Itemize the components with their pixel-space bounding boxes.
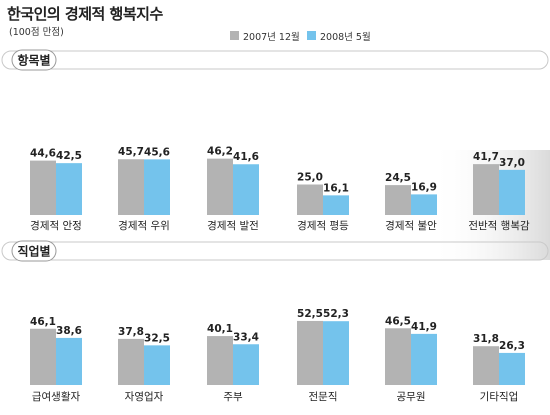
chart-subtitle: (100점 만점) [9, 26, 64, 38]
bar-2-3-series1 [207, 336, 233, 385]
data-label-2-5-series1: 46,5 [385, 315, 411, 327]
data-label-2-3-series2: 33,4 [233, 331, 259, 343]
section-divider-1 [1, 50, 549, 70]
section-label-box-1 [11, 49, 57, 71]
data-label-1-1-series2: 42,5 [56, 150, 82, 162]
section-label-box-2 [11, 240, 57, 262]
bar-2-5-series1 [385, 328, 411, 385]
legend-swatch-series1 [230, 31, 239, 40]
bar-2-4-series2 [323, 321, 349, 385]
data-label-2-4-series1: 52,5 [297, 308, 323, 320]
data-label-1-5-series1: 24,5 [385, 172, 411, 184]
section-divider-2 [1, 241, 549, 261]
data-label-2-4-series2: 52,3 [323, 308, 349, 320]
data-label-2-2-series2: 32,5 [144, 332, 170, 344]
data-label-1-2-series2: 45,6 [144, 146, 170, 158]
bar-2-4-series1 [297, 320, 323, 385]
data-label-2-6-series2: 26,3 [499, 340, 525, 352]
category-label-2-4: 전문직 [309, 391, 338, 403]
data-label-2-6-series1: 31,8 [473, 333, 499, 345]
bar-2-2-series1 [118, 338, 144, 385]
section-label-2: 직업별 [17, 244, 50, 259]
bar-1-6-series2 [499, 169, 525, 215]
legend-swatch-series2 [307, 31, 316, 40]
category-label-1-1: 경제적 안정 [30, 219, 82, 232]
bar-1-1-series2 [56, 163, 82, 215]
bar-1-1-series1 [30, 160, 56, 215]
bar-2-5-series2 [411, 333, 437, 385]
data-label-1-6-series2: 37,0 [499, 157, 525, 169]
data-label-2-5-series2: 41,9 [411, 321, 437, 333]
category-label-2-1: 급여생활자 [32, 390, 81, 403]
category-label-1-5: 경제적 불안 [385, 219, 437, 232]
legend-label-series1: 2007년 12월 [243, 31, 300, 43]
bar-2-3-series2 [233, 344, 259, 385]
category-label-2-5: 공무원 [397, 391, 426, 403]
bar-1-4-series2 [323, 195, 349, 215]
category-label-1-6: 전반적 행복감 [468, 220, 530, 232]
data-label-2-1-series2: 38,6 [56, 325, 82, 337]
data-label-2-3-series1: 40,1 [207, 323, 233, 335]
data-label-1-1-series1: 44,6 [30, 148, 56, 160]
bar-1-3-series1 [207, 158, 233, 215]
bar-groups: 44,6 42,5 경제적 안정 45,7 45,6 경제적 우위 46,2 41,6 경제적 … [30, 146, 530, 403]
bar-1-2-series1 [118, 159, 144, 215]
bar-1-5-series1 [385, 185, 411, 215]
chart-title: 한국인의 경제적 행복지수 [7, 5, 163, 23]
category-label-2-2: 자영업자 [125, 390, 164, 403]
bar-1-5-series2 [411, 194, 437, 215]
bar-1-2-series2 [144, 159, 170, 215]
category-label-1-4: 경제적 평등 [297, 219, 349, 232]
bar-1-6-series1 [473, 164, 499, 215]
data-label-1-6-series1: 41,7 [473, 151, 499, 163]
bar-2-6-series1 [473, 346, 499, 385]
bar-2-2-series2 [144, 345, 170, 385]
data-label-1-3-series2: 41,6 [233, 151, 259, 163]
data-label-1-4-series1: 25,0 [297, 172, 323, 184]
section-label-1: 항목별 [17, 53, 50, 68]
data-label-2-1-series1: 46,1 [30, 316, 56, 328]
data-label-1-5-series2: 16,9 [411, 181, 437, 193]
data-label-1-4-series2: 16,1 [323, 182, 349, 194]
bar-2-1-series2 [56, 337, 82, 385]
legend-label-series2: 2008년 5월 [320, 31, 371, 43]
bar-2-1-series1 [30, 328, 56, 385]
category-label-2-3: 주부 [223, 391, 243, 403]
data-label-1-3-series1: 46,2 [207, 146, 233, 158]
bar-1-4-series1 [297, 184, 323, 215]
category-label-1-3: 경제적 발전 [207, 219, 259, 232]
data-label-2-2-series1: 37,8 [118, 326, 144, 338]
bar-1-3-series2 [233, 164, 259, 215]
category-label-1-2: 경제적 우위 [118, 219, 170, 232]
category-label-2-6: 기타직업 [480, 390, 519, 403]
data-label-1-2-series1: 45,7 [118, 146, 144, 158]
bar-2-6-series2 [499, 352, 525, 385]
